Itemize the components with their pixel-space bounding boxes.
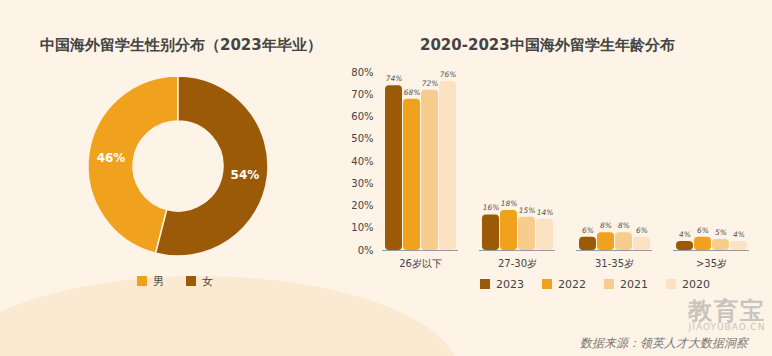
svg-text:70%: 70% [351,89,373,100]
svg-text:6%: 6% [582,226,594,235]
html-text:2021: 2021 [620,278,648,291]
svg-text:14%: 14% [537,208,554,217]
html-text:女: 女 [202,275,213,288]
svg-text:50%: 50% [351,133,373,144]
svg-text:5%: 5% [715,228,727,237]
svg-text:31-35岁: 31-35岁 [595,258,634,269]
html-text:数据来源：领英人才大数据洞察: 数据来源：领英人才大数据洞察 [580,336,748,350]
svg-text:80%: 80% [351,67,373,78]
html-text:中国海外留学生性别分布（2023年毕业）: 中国海外留学生性别分布（2023年毕业） [40,36,322,54]
html-text:2023: 2023 [496,278,524,291]
svg-text:54%: 54% [231,168,260,182]
svg-text:27-30岁: 27-30岁 [498,258,537,269]
svg-text:4%: 4% [679,230,691,239]
html-text:教育宝: 教育宝 [688,297,766,325]
svg-text:>35岁: >35岁 [696,258,727,269]
html-text:2020: 2020 [682,278,710,291]
svg-text:40%: 40% [351,156,373,167]
svg-text:6%: 6% [636,226,648,235]
svg-text:76%: 76% [440,70,457,79]
svg-text:68%: 68% [404,88,421,97]
svg-text:46%: 46% [97,151,126,165]
svg-text:15%: 15% [519,206,536,215]
html-text:JIAOYUBAO.CN: JIAOYUBAO.CN [688,322,766,332]
svg-text:72%: 72% [422,79,439,88]
svg-text:60%: 60% [351,111,373,122]
svg-text:4%: 4% [733,230,745,239]
svg-text:6%: 6% [697,226,709,235]
svg-text:8%: 8% [600,221,612,230]
svg-text:26岁以下: 26岁以下 [399,258,442,269]
svg-text:18%: 18% [501,199,518,208]
html-text:男: 男 [153,275,164,288]
svg-text:10%: 10% [351,222,373,233]
html-text:2020-2023中国海外留学生年龄分布: 2020-2023中国海外留学生年龄分布 [420,36,675,54]
svg-text:30%: 30% [351,178,373,189]
svg-text:74%: 74% [386,74,403,83]
svg-text:0%: 0% [358,245,374,256]
svg-text:8%: 8% [618,221,630,230]
html-text:2022: 2022 [558,278,586,291]
svg-text:16%: 16% [483,203,500,212]
svg-text:20%: 20% [351,200,373,211]
